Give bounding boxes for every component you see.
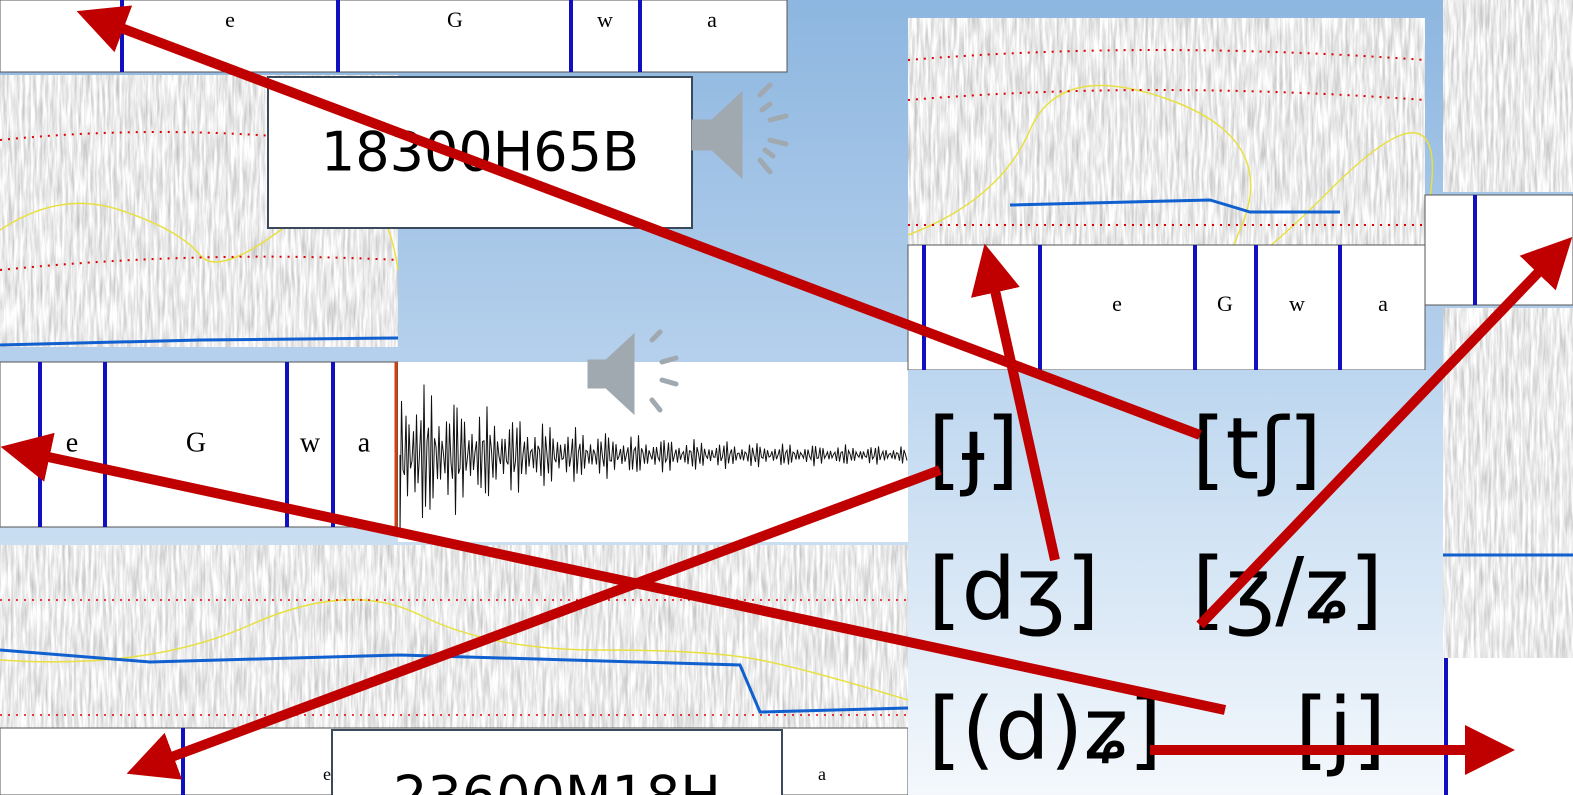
segment-label: a bbox=[818, 764, 826, 784]
segment-label: w bbox=[1289, 291, 1305, 316]
segment-label: w bbox=[597, 7, 613, 32]
segment-label: e bbox=[66, 427, 78, 458]
segment-label: e bbox=[1112, 291, 1122, 316]
ipa-symbol: [ʒ/ʑ] bbox=[1192, 539, 1383, 639]
audio-icon[interactable] bbox=[691, 82, 789, 180]
arrows bbox=[0, 5, 1573, 780]
segment-label: G bbox=[186, 427, 206, 458]
recording-id: 18300H65B bbox=[321, 121, 639, 184]
segment-label: a bbox=[707, 7, 717, 32]
recording-id: 23600M18H bbox=[393, 765, 721, 795]
ipa-symbol: [tʃ] bbox=[1192, 399, 1322, 499]
ipa-symbol: [(d)ʑ] bbox=[928, 679, 1162, 779]
ipa-symbol: [dʒ] bbox=[928, 539, 1099, 639]
segment-label: G bbox=[1217, 291, 1233, 316]
ipa-symbol: [ɟ] bbox=[928, 399, 1019, 499]
spectrogram bbox=[907, 18, 1434, 268]
textgrid: e G w a bbox=[0, 0, 788, 73]
ipa-symbol: [j] bbox=[1295, 679, 1386, 779]
spectrogram bbox=[0, 545, 909, 728]
ipa-panel: [ɟ] [tʃ] [dʒ] [ʒ/ʑ] [(d)ʑ] [j] bbox=[908, 370, 1443, 795]
spectrogram bbox=[1443, 0, 1573, 658]
segment-label: e bbox=[225, 7, 235, 32]
segment-label: G bbox=[447, 7, 463, 32]
segment-label: a bbox=[358, 427, 371, 458]
segment-label: w bbox=[300, 427, 321, 458]
segment-label: a bbox=[1378, 291, 1388, 316]
segment-label: e bbox=[323, 764, 331, 784]
label-box: 23600M18H bbox=[331, 729, 783, 795]
textgrid: e G w a bbox=[0, 361, 399, 528]
label-box: 18300H65B bbox=[267, 76, 693, 229]
audio-icon[interactable] bbox=[587, 329, 679, 416]
